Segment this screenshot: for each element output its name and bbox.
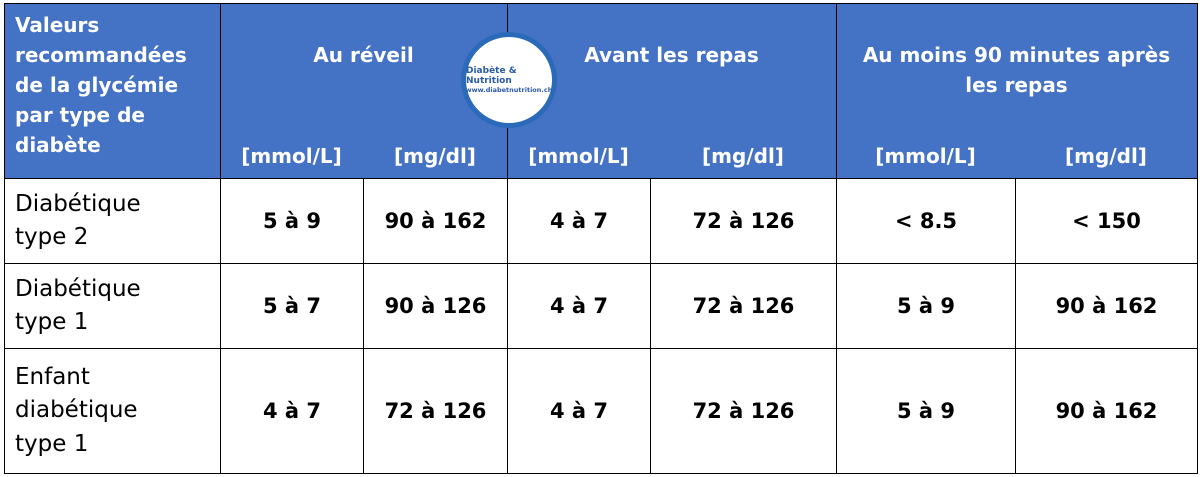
value-cell: 72 à 126 [363,348,508,474]
header-group-cell [507,3,837,179]
logo-url: www.diabetnutrition.ch [465,86,553,94]
value-cell: 90 à 162 [1015,263,1198,349]
header-cell: Valeurs recommandées de la glycémie par … [4,3,221,179]
header-group-label: Au moins 90 minutes après les repas [862,43,1171,97]
header-unit: [mmol/L] [241,144,342,168]
header-unit: [mg/dl] [702,144,784,168]
value-cell: 5 à 9 [836,348,1016,474]
row-label: Enfant diabétique type 1 [15,363,138,457]
value-cell: 4 à 7 [507,263,651,349]
value-cell: 5 à 9 [836,263,1016,349]
logo: Diabète & Nutrition www.diabetnutrition.… [461,32,557,128]
value-cell: 5 à 7 [220,263,364,349]
value-cell: 72 à 126 [650,178,837,264]
row-label: Diabétique type 2 [15,190,141,250]
header-unit: [mg/dl] [1065,144,1147,168]
logo-title: Diabète & Nutrition [466,66,517,86]
value-cell: < 150 [1015,178,1198,264]
value-cell: 72 à 126 [650,348,837,474]
row-label-cell: Enfant diabétique type 1 [4,348,221,474]
header-group-label: Au réveil [313,43,414,67]
value-cell: 4 à 7 [507,178,651,264]
header-row-label: Valeurs recommandées de la glycémie par … [15,13,187,157]
value-cell: 90 à 126 [363,263,508,349]
header-unit: [mg/dl] [394,144,476,168]
value-cell: 90 à 162 [363,178,508,264]
header-group-cell [220,3,508,179]
header-unit: [mmol/L] [875,144,976,168]
value-cell: 90 à 162 [1015,348,1198,474]
value-cell: 4 à 7 [507,348,651,474]
header-group-label: Avant les repas [584,43,759,67]
row-label: Diabétique type 1 [15,275,141,335]
value-cell: 5 à 9 [220,178,364,264]
row-label-cell: Diabétique type 2 [4,178,221,264]
row-label-cell: Diabétique type 1 [4,263,221,349]
value-cell: 4 à 7 [220,348,364,474]
value-cell: < 8.5 [836,178,1016,264]
header-unit: [mmol/L] [528,144,629,168]
value-cell: 72 à 126 [650,263,837,349]
